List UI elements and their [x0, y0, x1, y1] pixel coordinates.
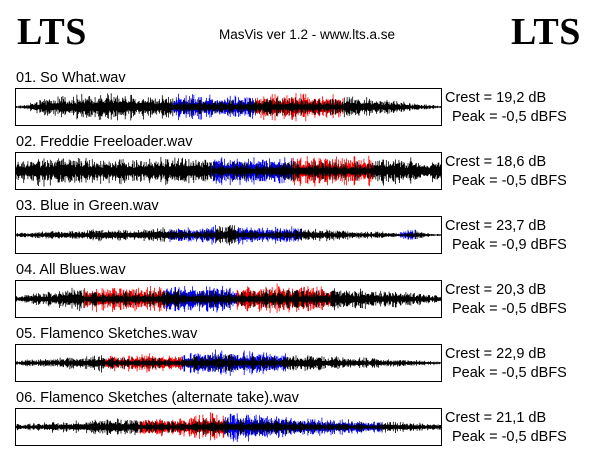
- waveform-svg: [16, 224, 441, 246]
- waveform-plot: [15, 88, 442, 126]
- peak-level-value: Peak = -0,5 dBFS: [452, 429, 567, 445]
- peak-level-value: Peak = -0,5 dBFS: [452, 109, 567, 125]
- peak-level-value: Peak = -0,9 dBFS: [452, 237, 567, 253]
- peak-level-value: Peak = -0,5 dBFS: [452, 301, 567, 317]
- crest-factor-value: Crest = 20,3 dB: [445, 282, 547, 298]
- waveform-plot: [15, 280, 442, 318]
- track-5: 05. Flamenco Sketches.wav Crest = 22,9 d…: [0, 326, 603, 389]
- lts-logo-left: LTS: [17, 11, 87, 53]
- track-title: 03. Blue in Green.wav: [16, 198, 159, 214]
- waveform-plot: [15, 152, 442, 190]
- track-title: 01. So What.wav: [16, 70, 126, 86]
- waveform-plot: [15, 216, 442, 254]
- peak-level-value: Peak = -0,5 dBFS: [452, 173, 567, 189]
- track-title: 04. All Blues.wav: [16, 262, 126, 278]
- waveform-svg: [16, 155, 441, 187]
- crest-factor-value: Crest = 23,7 dB: [445, 218, 547, 234]
- track-title: 02. Freddie Freeloader.wav: [16, 134, 193, 150]
- track-6: 06. Flamenco Sketches (alternate take).w…: [0, 390, 603, 453]
- track-3: 03. Blue in Green.wav Crest = 23,7 dB Pe…: [0, 198, 603, 261]
- waveform-svg: [16, 349, 441, 376]
- track-2: 02. Freddie Freeloader.wav Crest = 18,6 …: [0, 134, 603, 197]
- track-title: 05. Flamenco Sketches.wav: [16, 326, 198, 342]
- waveform-svg: [16, 283, 441, 313]
- waveform-svg: [16, 93, 441, 122]
- crest-factor-value: Crest = 18,6 dB: [445, 154, 547, 170]
- waveform-svg: [16, 412, 441, 443]
- crest-factor-value: Crest = 22,9 dB: [445, 346, 547, 362]
- waveform-plot: [15, 344, 442, 382]
- app-title: MasVis ver 1.2 - www.lts.a.se: [218, 27, 396, 42]
- track-1: 01. So What.wav Crest = 19,2 dB Peak = -…: [0, 70, 603, 133]
- track-4: 04. All Blues.wav Crest = 20,3 dB Peak =…: [0, 262, 603, 325]
- crest-factor-value: Crest = 21,1 dB: [445, 410, 547, 426]
- track-title: 06. Flamenco Sketches (alternate take).w…: [16, 390, 299, 406]
- crest-factor-value: Crest = 19,2 dB: [445, 90, 547, 106]
- waveform-plot: [15, 408, 442, 446]
- lts-logo-right: LTS: [511, 11, 581, 53]
- peak-level-value: Peak = -0,5 dBFS: [452, 365, 567, 381]
